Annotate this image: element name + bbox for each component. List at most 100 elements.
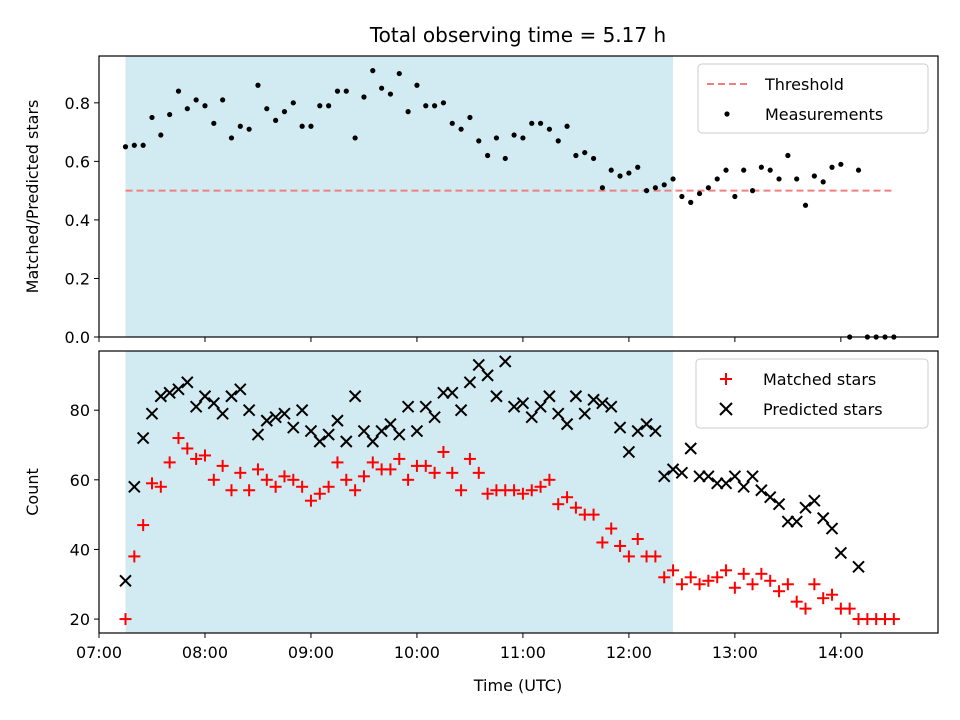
matched-stars-point: [304, 494, 317, 507]
predicted-stars-point: [666, 463, 680, 476]
predicted-stars-point: [189, 400, 203, 413]
predicted-stars-point: [393, 428, 406, 441]
measurement-point: [405, 109, 411, 115]
y-tick-label: 60: [70, 471, 90, 490]
matched-stars-point: [481, 487, 494, 500]
shaded-span: [125, 351, 674, 633]
matched-stars-point: [207, 473, 220, 486]
legend-box: [697, 63, 929, 134]
measurement-point: [608, 167, 614, 173]
matched-stars-point: [137, 519, 150, 532]
predicted-stars-point: [401, 400, 415, 413]
measurement-point: [626, 170, 632, 176]
measurement-point: [220, 97, 226, 103]
measurement-point: [211, 120, 217, 126]
measurement-point: [785, 152, 791, 159]
predicted-stars-point: [198, 390, 212, 403]
measurement-point: [829, 164, 835, 170]
measurement-point: [617, 173, 623, 179]
predicted-stars-point: [251, 428, 265, 441]
predicted-stars-point: [313, 435, 326, 448]
matched-stars-point: [322, 480, 335, 493]
predicted-stars-point: [772, 497, 786, 511]
predicted-stars-point: [428, 410, 441, 424]
predicted-stars-point: [622, 445, 636, 459]
predicted-stars-point: [728, 470, 742, 483]
y-ticks: 20 40 60 80: [70, 401, 99, 629]
y-tick-label: 0.2: [65, 269, 90, 288]
measurement-point: [334, 88, 341, 94]
matched-stars-point: [773, 585, 786, 598]
matched-stars-point: [296, 480, 309, 493]
predicted-stars-point: [852, 560, 865, 574]
matched-stars-point: [552, 498, 565, 511]
panel-ratio: 0.00.20.40.60.8 Matched/Predicted stars …: [23, 55, 939, 347]
x-ticks: 07:00 08:00 09:00 10:00 11:00 12:00 13:00 14:00: [76, 633, 864, 662]
predicted-stars-point: [799, 501, 812, 514]
measurement-point: [414, 82, 420, 88]
measurement-point: [317, 103, 323, 109]
predicted-stars-point: [260, 414, 274, 427]
measurement-point: [767, 167, 773, 173]
measurement-point: [599, 185, 606, 191]
matched-stars-point: [154, 480, 167, 493]
matched-stars-point: [331, 456, 344, 469]
matched-stars-point: [675, 578, 688, 591]
predicted-stars-point: [340, 435, 353, 448]
predicted-stars-point: [569, 390, 583, 403]
measurement-point: [158, 132, 164, 138]
measurement-point: [705, 185, 711, 191]
matched-stars-point: [472, 466, 485, 479]
predicted-stars-point: [711, 477, 724, 490]
x-ticks: [98, 337, 842, 342]
measurement-point: [449, 120, 455, 126]
measurement-point: [290, 100, 296, 106]
matched-stars-point: [887, 613, 900, 626]
marks-group: [119, 355, 900, 626]
measurement-point: [299, 123, 305, 129]
predicted-stars-point: [605, 400, 618, 413]
predicted-stars-point: [472, 358, 485, 372]
predicted-stars-point: [719, 477, 733, 490]
y-tick-label: 80: [70, 401, 90, 420]
x-tick-label: 14:00: [818, 643, 864, 662]
legend-matched-swatch: [720, 373, 732, 385]
measurement-point: [714, 176, 720, 182]
measurement-point: [326, 103, 332, 109]
matched-stars-point: [260, 473, 273, 486]
matched-stars-point: [234, 466, 247, 479]
predicted-stars-point: [304, 424, 318, 438]
matched-stars-point: [172, 432, 185, 445]
measurement-point: [590, 155, 597, 162]
predicted-stars-point: [578, 407, 591, 420]
measurement-point: [855, 167, 862, 173]
predicted-stars-point: [287, 421, 300, 434]
measurement-point: [228, 135, 235, 141]
predicted-stars-point: [640, 417, 653, 431]
predicted-stars-point: [269, 410, 282, 424]
measurement-point: [396, 70, 402, 77]
matched-stars-point: [720, 564, 733, 577]
predicted-stars-point: [808, 494, 821, 507]
predicted-stars-point: [534, 400, 547, 413]
predicted-stars-point: [410, 424, 424, 438]
matched-stars-point: [543, 473, 556, 486]
predicted-stars-point: [834, 546, 848, 560]
predicted-stars-point: [490, 390, 503, 403]
predicted-stars-point: [507, 400, 521, 413]
measurement-point: [149, 114, 155, 121]
matched-stars-point: [605, 522, 618, 535]
predicted-stars-point: [816, 511, 830, 525]
measurement-point: [670, 176, 676, 182]
measurement-point: [175, 88, 182, 94]
panel-counts: 07:00 08:00 09:00 10:00 11:00 12:00 13:00 14:00…: [23, 350, 939, 695]
x-tick-label: 09:00: [288, 643, 334, 662]
matched-stars-point: [684, 571, 697, 584]
x-tick-label: 12:00: [606, 643, 652, 662]
plot-frame: [98, 350, 939, 634]
predicted-stars-point: [375, 424, 388, 438]
predicted-stars-point: [357, 424, 371, 438]
matched-stars-point: [508, 484, 521, 497]
predicted-stars-point: [384, 417, 397, 431]
measurement-point: [723, 167, 729, 173]
